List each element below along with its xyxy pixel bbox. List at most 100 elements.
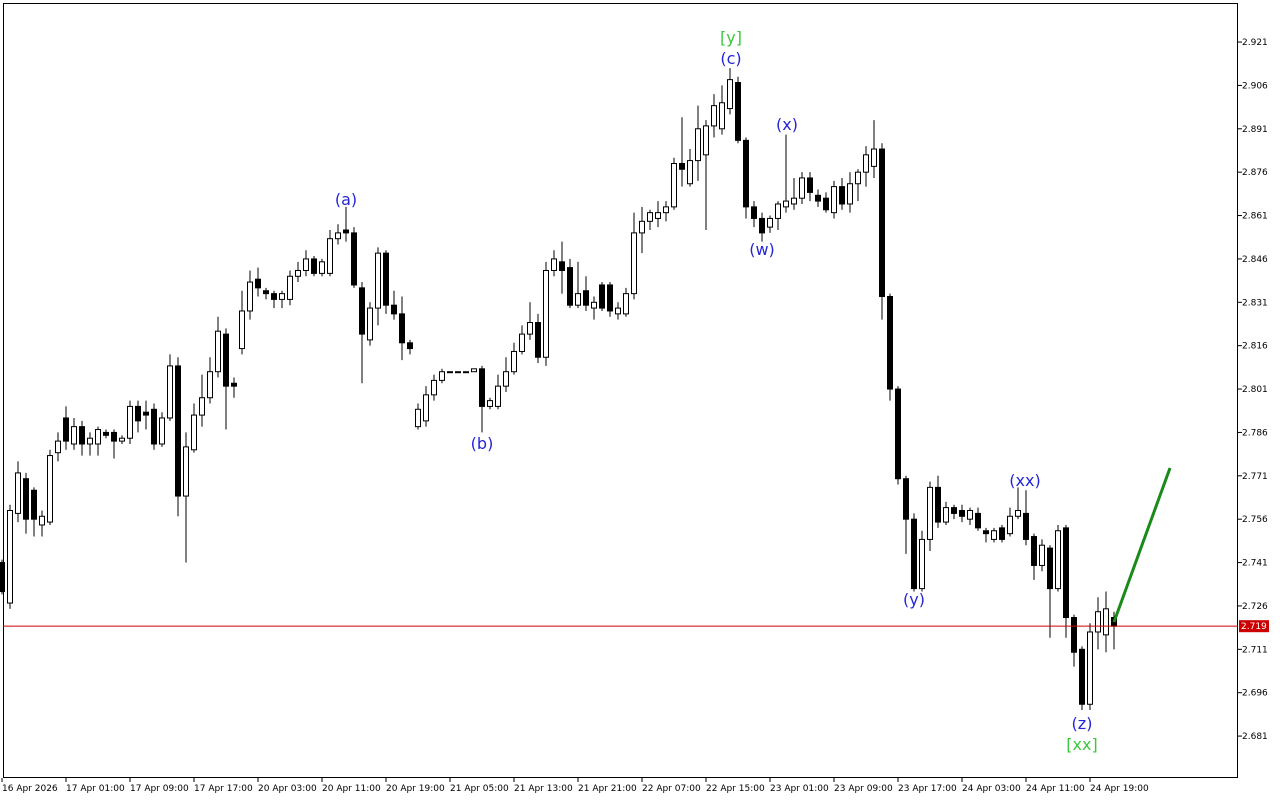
candle-body bbox=[447, 371, 453, 374]
candle-body bbox=[143, 411, 149, 416]
candle-body bbox=[639, 220, 645, 234]
candle-body bbox=[647, 212, 653, 222]
candle-body bbox=[55, 440, 61, 454]
candle-body bbox=[471, 368, 477, 373]
candle-body bbox=[783, 200, 789, 208]
candle-body bbox=[575, 293, 581, 306]
candle-body bbox=[863, 154, 869, 173]
wave-label: [xx] bbox=[1066, 735, 1097, 754]
candle-body bbox=[351, 232, 357, 286]
candle-body bbox=[167, 365, 173, 419]
candle-body bbox=[543, 269, 549, 358]
candle-body bbox=[879, 148, 885, 298]
candle-body bbox=[687, 160, 693, 185]
candle-body bbox=[263, 290, 269, 295]
y-tick-label: 2.681 bbox=[1242, 732, 1268, 742]
wave-label: (w) bbox=[749, 240, 775, 259]
candle-body bbox=[727, 79, 733, 110]
wave-label: (z) bbox=[1072, 714, 1093, 733]
candle-body bbox=[703, 125, 709, 156]
candle-body bbox=[743, 139, 749, 208]
candle-body bbox=[127, 405, 133, 439]
candle-body bbox=[815, 194, 821, 202]
wave-label: (x) bbox=[776, 115, 798, 134]
x-tick-label: 21 Apr 05:00 bbox=[450, 784, 509, 794]
candle-body bbox=[1031, 536, 1037, 566]
candle-body bbox=[567, 267, 573, 306]
candle-body bbox=[519, 333, 525, 352]
y-tick-label: 2.771 bbox=[1242, 472, 1268, 482]
y-tick-label: 2.861 bbox=[1242, 212, 1268, 222]
candle-body bbox=[0, 562, 5, 592]
candle-body bbox=[607, 284, 613, 312]
candle-body bbox=[431, 379, 437, 396]
candle-body bbox=[487, 400, 493, 407]
candle-body bbox=[367, 307, 373, 341]
candle-body bbox=[623, 293, 629, 315]
candle-body bbox=[711, 105, 717, 127]
wave-label: [y] bbox=[720, 28, 742, 47]
candle-body bbox=[1063, 527, 1069, 619]
candle-body bbox=[335, 232, 341, 240]
candle-body bbox=[631, 232, 637, 295]
candle-body bbox=[239, 310, 245, 350]
x-tick-label: 21 Apr 13:00 bbox=[514, 784, 573, 794]
x-tick-label: 24 Apr 11:00 bbox=[1026, 784, 1085, 794]
candle-body bbox=[1023, 512, 1029, 540]
candle-body bbox=[847, 183, 853, 205]
y-tick-label: 2.891 bbox=[1242, 125, 1268, 135]
candle-body bbox=[39, 515, 45, 526]
candle-body bbox=[695, 128, 701, 162]
candle-body bbox=[583, 290, 589, 306]
candle-body bbox=[1079, 648, 1085, 705]
x-tick-label: 24 Apr 19:00 bbox=[1090, 784, 1149, 794]
candle-body bbox=[911, 518, 917, 590]
x-tick-label: 23 Apr 09:00 bbox=[834, 784, 893, 794]
candle-body bbox=[791, 197, 797, 205]
candle-body bbox=[767, 217, 773, 228]
candle-body bbox=[407, 342, 413, 350]
candle-body bbox=[903, 478, 909, 520]
candle-body bbox=[895, 388, 901, 480]
y-tick-label: 2.906 bbox=[1242, 81, 1268, 91]
candle-body bbox=[479, 368, 485, 407]
y-tick-label: 2.726 bbox=[1242, 602, 1268, 612]
candle-body bbox=[871, 148, 877, 167]
x-tick-label: 20 Apr 03:00 bbox=[258, 784, 317, 794]
candle-body bbox=[663, 206, 669, 214]
wave-label: (c) bbox=[720, 49, 741, 68]
candle-body bbox=[135, 405, 141, 422]
x-tick-label: 23 Apr 17:00 bbox=[898, 784, 957, 794]
candle-body bbox=[759, 217, 765, 234]
candle-body bbox=[615, 307, 621, 315]
candle-body bbox=[535, 322, 541, 358]
candle-body bbox=[111, 431, 117, 442]
wave-label: (a) bbox=[335, 190, 357, 209]
candle-body bbox=[87, 437, 93, 445]
candle-body bbox=[719, 102, 725, 130]
candle-body bbox=[95, 429, 101, 445]
candle-body bbox=[231, 382, 237, 387]
x-tick-label: 17 Apr 01:00 bbox=[66, 784, 125, 794]
candle-body bbox=[887, 296, 893, 390]
y-tick-label: 2.921 bbox=[1242, 38, 1268, 48]
x-tick-label: 20 Apr 19:00 bbox=[386, 784, 445, 794]
y-tick-label: 2.846 bbox=[1242, 255, 1268, 265]
candle-body bbox=[23, 478, 29, 520]
candle-body bbox=[375, 252, 381, 309]
candle-body bbox=[655, 212, 661, 219]
candle-body bbox=[1071, 617, 1077, 653]
candle-body bbox=[991, 530, 997, 540]
candle-body bbox=[79, 426, 85, 445]
candle-body bbox=[183, 446, 189, 497]
x-tick-label: 21 Apr 21:00 bbox=[578, 784, 637, 794]
x-tick-label: 17 Apr 17:00 bbox=[194, 784, 253, 794]
y-tick-label: 2.876 bbox=[1242, 168, 1268, 178]
candle-body bbox=[559, 261, 565, 271]
wave-label: (xx) bbox=[1009, 471, 1040, 490]
candle-body bbox=[7, 510, 13, 604]
candle-body bbox=[383, 252, 389, 306]
candle-body bbox=[415, 408, 421, 428]
y-tick-label: 2.816 bbox=[1242, 342, 1268, 352]
